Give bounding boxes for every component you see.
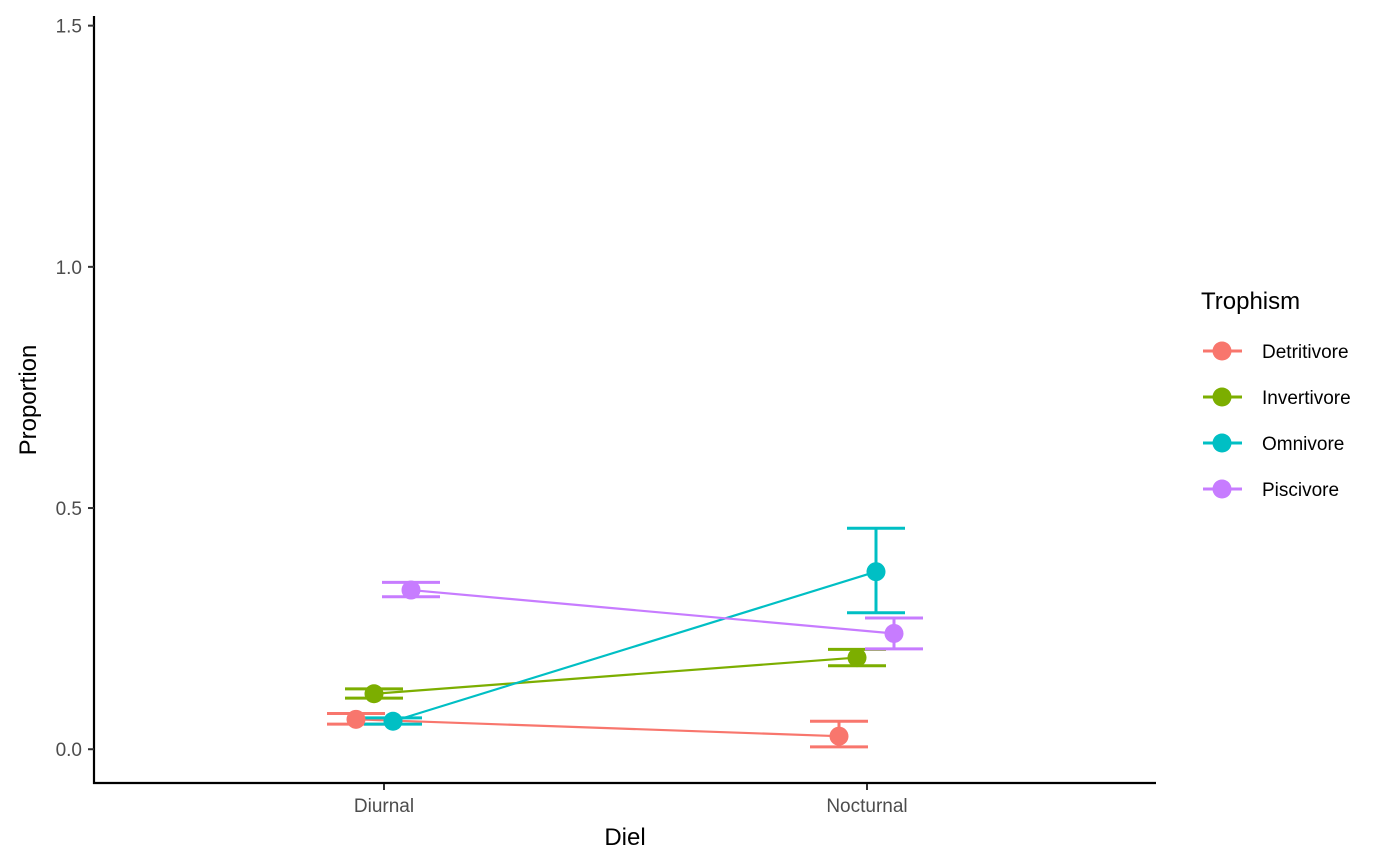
series-line-omnivore — [392, 570, 877, 723]
x-axis-title: Diel — [604, 824, 645, 851]
y-axis-ticks: 0.0 0.5 1.0 1.5 — [56, 17, 94, 761]
series-lines — [355, 570, 895, 738]
data-points — [346, 562, 904, 746]
legend-title: Trophism — [1201, 288, 1300, 315]
legend-key-dot — [1212, 387, 1232, 407]
point-piscivore-diurnal — [401, 580, 421, 600]
y-tick-label: 0.5 — [56, 499, 82, 520]
legend-item-invertivore: Invertivore — [1203, 387, 1351, 409]
x-tick-label: Nocturnal — [826, 796, 907, 817]
point-invertivore-diurnal — [364, 684, 384, 704]
point-detritivore-diurnal — [346, 709, 366, 729]
series-line-detritivore — [355, 718, 840, 738]
legend-label: Detritivore — [1262, 342, 1349, 363]
legend-item-detritivore: Detritivore — [1203, 341, 1349, 363]
point-omnivore-nocturnal — [866, 562, 886, 582]
legend-item-piscivore: Piscivore — [1203, 479, 1339, 501]
legend: Trophism Detritivore Invertivore Omnivore P… — [1201, 288, 1351, 501]
legend-items: Detritivore Invertivore Omnivore Piscivore — [1203, 341, 1351, 501]
y-axis-title: Proportion — [15, 345, 42, 456]
point-invertivore-nocturnal — [847, 648, 867, 668]
y-tick-label: 0.0 — [56, 740, 82, 761]
y-tick-label: 1.5 — [56, 17, 82, 38]
legend-label: Piscivore — [1262, 480, 1339, 501]
series-line-invertivore — [373, 656, 858, 695]
legend-key-dot — [1212, 341, 1232, 361]
y-tick-label: 1.0 — [56, 258, 82, 279]
legend-key-dot — [1212, 433, 1232, 453]
legend-label: Invertivore — [1262, 388, 1351, 409]
legend-key-dot — [1212, 479, 1232, 499]
point-detritivore-nocturnal — [829, 726, 849, 746]
point-omnivore-diurnal — [383, 711, 403, 731]
x-tick-label: Diurnal — [354, 796, 414, 817]
legend-item-omnivore: Omnivore — [1203, 433, 1344, 455]
point-piscivore-nocturnal — [884, 623, 904, 643]
x-axis-ticks: Diurnal Nocturnal — [354, 784, 908, 817]
series-line-piscivore — [410, 588, 895, 635]
legend-label: Omnivore — [1262, 434, 1344, 455]
